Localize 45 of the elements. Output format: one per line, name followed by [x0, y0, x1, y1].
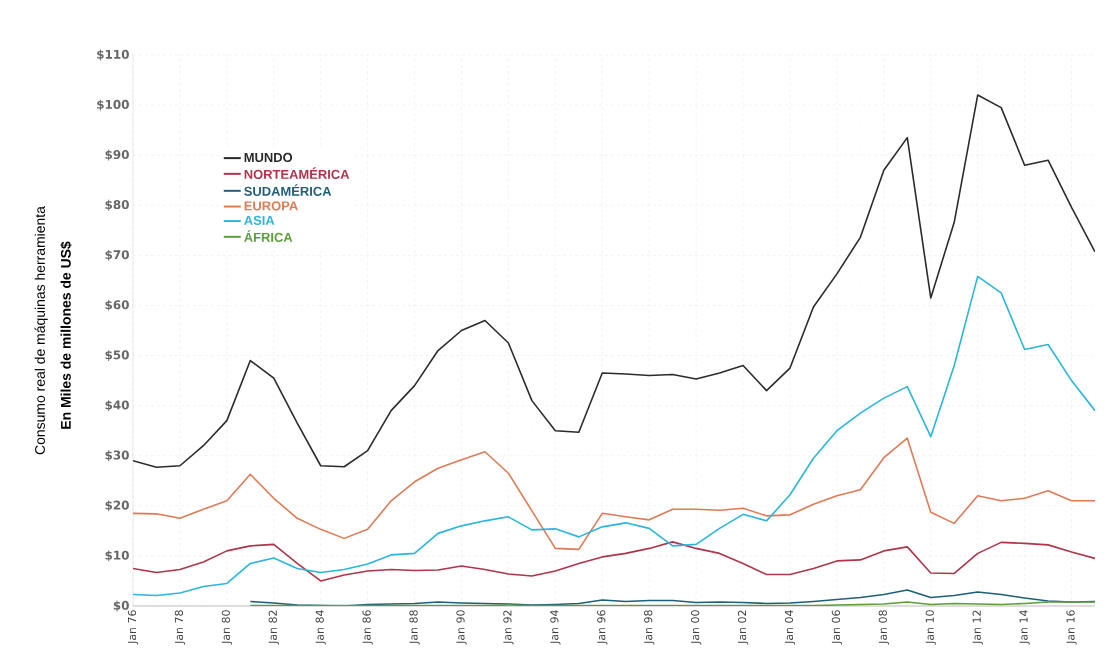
y-tick-label: $110	[97, 49, 129, 61]
y-tick-label: $20	[105, 500, 129, 512]
legend-label: NORTEAMÉRICA	[244, 167, 350, 179]
x-tick-label: Jan 94	[550, 610, 561, 645]
y-axis-title: Consumo real de máquinas herramienta	[34, 206, 48, 455]
y-tick-label: $70	[105, 249, 129, 261]
legend-label: ASIA	[244, 215, 275, 225]
y-tick-label: $60	[105, 300, 129, 311]
x-tick-label: Jan 78	[174, 610, 186, 645]
y-tick-label: $90	[105, 149, 129, 161]
line-series	[133, 541, 1096, 582]
x-tick-label: Jan 84	[315, 610, 326, 645]
x-tick-label: Jan 08	[878, 610, 889, 645]
x-tick-label: Jan 82	[268, 610, 279, 645]
y-tick-label: $40	[105, 400, 129, 412]
x-tick-label: Jan 06	[831, 610, 843, 645]
x-tick-label: Jan 96	[597, 610, 608, 645]
y-tick-label: $10	[105, 550, 129, 562]
x-tick-label: Jan 10	[925, 610, 936, 645]
x-tick-label: Jan 12	[972, 610, 983, 645]
legend-label: SUDAMÉRICA	[244, 184, 332, 196]
legend-label: ÁFRICA	[244, 230, 293, 242]
x-tick-label: Jan 16	[1066, 610, 1077, 645]
line-series	[133, 437, 1096, 551]
text: En Miles de millones de US$	[60, 241, 72, 429]
x-tick-label: Jan 02	[737, 610, 749, 645]
y-tick-label: $30	[105, 450, 129, 462]
x-tick-label: Jan 76	[127, 610, 139, 645]
y-tick-label: $100	[97, 99, 129, 111]
line-series	[133, 275, 1096, 597]
legend-label: EUROPA	[244, 201, 298, 211]
y-tick-label: $0	[113, 600, 129, 612]
x-tick-label: Jan 14	[1019, 610, 1030, 645]
x-tick-label: Jan 92	[503, 610, 514, 645]
legend-label: MUNDO	[244, 152, 293, 163]
x-tick-label: Jan 86	[362, 610, 373, 645]
x-tick-label: Jan 98	[644, 610, 655, 645]
x-tick-label: Jan 88	[409, 610, 420, 645]
x-tick-label: Jan 04	[784, 610, 796, 645]
x-tick-label: Jan 80	[221, 610, 233, 645]
line-series	[133, 94, 1096, 469]
x-tick-label: Jan 00	[690, 610, 702, 645]
x-tick-label: Jan 90	[456, 610, 467, 645]
y-tick-label: $50	[105, 350, 129, 361]
y-tick-label: $80	[105, 199, 129, 211]
